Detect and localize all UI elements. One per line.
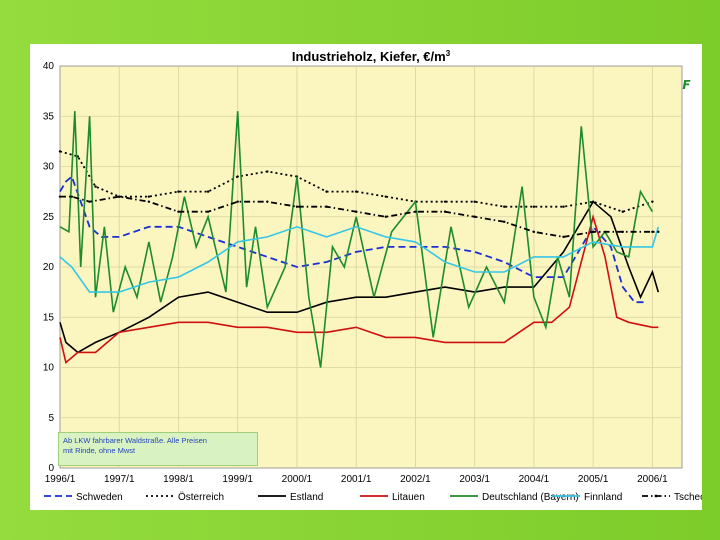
series-point-sterreich	[236, 175, 239, 178]
x-tick-label: 1998/1	[163, 474, 194, 485]
series-point-tschechien	[58, 195, 62, 198]
y-tick-label: 15	[43, 312, 55, 323]
x-tick-label: 2000/1	[282, 474, 313, 485]
series-point-tschechien	[177, 210, 180, 213]
series-point-tschechien	[88, 200, 91, 203]
y-tick-label: 30	[43, 162, 55, 173]
series-point-tschechien	[118, 195, 121, 198]
series-point-sterreich	[384, 195, 388, 198]
chart-note-line-2: mit Rinde, ohne Mwst	[63, 446, 136, 455]
series-point-sterreich	[177, 190, 180, 193]
brand-logo-icon: ꜰ	[682, 76, 691, 93]
y-tick-label: 0	[48, 463, 54, 474]
series-point-tschechien	[414, 210, 417, 213]
series-point-sterreich	[206, 190, 210, 193]
series-point-sterreich	[94, 185, 97, 188]
legend-label-sterreich: Österreich	[178, 491, 224, 503]
series-point-sterreich	[325, 190, 328, 193]
series-point-tschechien	[325, 205, 328, 208]
chart-title: Industrieholz, Kiefer, €/m3	[292, 49, 451, 64]
chart-note-line-1: Ab LKW fahrbarer Waldstraße. Alle Preise…	[63, 436, 207, 445]
series-line-finnland	[59, 225, 660, 293]
x-tick-label: 1997/1	[104, 474, 135, 485]
legend-label-deutschland-bayern: Deutschland (Bayern)	[482, 492, 579, 503]
y-tick-label: 25	[43, 212, 55, 223]
x-tick-label: 2001/1	[341, 474, 372, 485]
y-tick-label: 35	[43, 111, 55, 122]
chart-frame: Industrieholz, Kiefer, €/m3 0 5 10 15 20 25 30 3…	[30, 44, 702, 510]
series-line-estland	[59, 200, 660, 354]
series-point-sterreich	[562, 205, 565, 208]
x-tick-label: 2006/1	[637, 474, 668, 485]
series-point-tschechien	[532, 230, 536, 234]
series-point-tschechien	[562, 235, 565, 239]
series-point-tschechien	[384, 215, 388, 218]
series-point-tschechien	[354, 210, 358, 213]
legend-label-tschechien: Tschechien	[674, 492, 702, 503]
series-point-tschechien	[70, 195, 74, 198]
x-tick-label: 2002/1	[400, 474, 431, 485]
series-point-sterreich	[473, 200, 476, 203]
series-point-sterreich	[266, 170, 269, 173]
series-point-sterreich	[651, 200, 654, 203]
legend-label-schweden: Schweden	[76, 492, 123, 503]
chart-note: Ab LKW fahrbarer Waldstraße. Alle Preise…	[58, 432, 258, 466]
y-tick-label: 5	[48, 413, 54, 424]
series-point-sterreich	[443, 200, 447, 203]
legend-label-finnland: Finnland	[584, 492, 622, 503]
legend-label-litauen: Litauen	[392, 492, 425, 503]
series-point-sterreich	[354, 190, 358, 193]
series-point-tschechien	[503, 220, 506, 223]
x-tick-label: 1999/1	[222, 474, 253, 485]
x-tick-label: 2003/1	[459, 474, 490, 485]
y-tick-label: 10	[43, 363, 55, 374]
series-point-tschechien	[473, 215, 476, 218]
series-point-sterreich	[147, 195, 151, 198]
x-tick-label: 2004/1	[519, 474, 550, 485]
series-point-tschechien	[657, 230, 660, 234]
y-tick-label: 20	[43, 262, 55, 273]
series-point-sterreich	[532, 205, 536, 208]
line-chart: Industrieholz, Kiefer, €/m3 0 5 10 15 20 25 30 3…	[43, 49, 702, 503]
x-tick-label: 2005/1	[578, 474, 609, 485]
series-point-tschechien	[651, 230, 654, 234]
series-point-sterreich	[58, 150, 62, 153]
series-point-tschechien	[266, 200, 269, 203]
series-point-tschechien	[443, 210, 447, 213]
series-point-tschechien	[236, 200, 239, 203]
y-tick-label: 40	[43, 61, 55, 72]
series-point-tschechien	[295, 205, 299, 208]
series-point-sterreich	[621, 210, 624, 213]
series-point-sterreich	[503, 205, 506, 208]
legend-marker-tschechien	[654, 494, 658, 498]
legend-label-estland: Estland	[290, 492, 323, 503]
series-point-tschechien	[621, 230, 624, 234]
series-line-deutschland-bayern	[59, 111, 654, 368]
series-point-tschechien	[147, 200, 151, 203]
series-point-tschechien	[206, 210, 210, 213]
series-point-tschechien	[591, 230, 595, 234]
x-tick-label: 1996/1	[45, 474, 76, 485]
